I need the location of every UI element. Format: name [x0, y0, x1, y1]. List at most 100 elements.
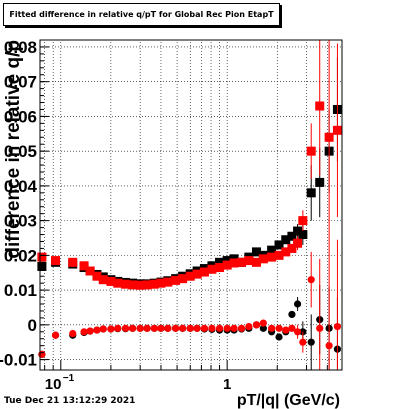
- data-point-square: [149, 279, 159, 289]
- data-point-square: [215, 263, 225, 273]
- data-point-circle: [157, 324, 165, 332]
- data-point-square: [113, 278, 123, 288]
- data-point-circle: [38, 350, 46, 358]
- data-point-circle: [316, 324, 324, 332]
- data-point-square: [281, 247, 291, 257]
- data-point-circle: [121, 324, 130, 332]
- x-axis-label: pT/|q| (GeV/c): [237, 392, 340, 409]
- data-point-square: [324, 132, 334, 142]
- data-point-circle: [86, 327, 94, 335]
- y-tick-label: 0.04: [4, 177, 38, 196]
- data-point-square: [199, 267, 209, 277]
- data-point-circle: [99, 325, 107, 333]
- data-point-circle: [93, 326, 101, 334]
- data-point-circle: [268, 324, 276, 332]
- data-point-square: [121, 279, 131, 289]
- data-point-square: [185, 271, 195, 281]
- data-point-square: [251, 247, 261, 257]
- y-tick-label: 0.08: [4, 38, 37, 57]
- data-point-square: [237, 257, 247, 267]
- data-point-square: [192, 269, 202, 279]
- data-point-square: [293, 226, 303, 236]
- data-point-square: [85, 266, 95, 276]
- data-point-circle: [136, 324, 144, 332]
- axes: 10 −1 1 -0.01 0 0.01 0.02 0.03 0.04 0.05 0.06 0.07 0…: [0, 38, 328, 393]
- data-point-circle: [172, 324, 180, 332]
- data-point-square: [315, 177, 325, 187]
- data-point-square: [332, 125, 342, 135]
- data-point-circle: [128, 324, 137, 332]
- chart-title: Fitted difference in relative q/pT for G…: [3, 3, 280, 26]
- data-point-circle: [80, 328, 88, 336]
- data-point-circle: [230, 324, 238, 332]
- data-point-circle: [215, 324, 224, 332]
- data-point-square: [315, 101, 325, 111]
- grid: [40, 40, 342, 370]
- data-point-square: [267, 245, 277, 255]
- data-point-square: [98, 275, 108, 285]
- data-point-square: [171, 275, 181, 285]
- y-tick-label: 0: [28, 316, 37, 335]
- data-point-square: [267, 252, 277, 262]
- data-point-square: [37, 261, 47, 271]
- data-point-square: [135, 280, 145, 290]
- data-point-square: [258, 254, 268, 264]
- data-point-circle: [293, 328, 302, 336]
- data-point-square: [222, 256, 232, 266]
- data-point-square: [229, 258, 239, 268]
- y-tick-label: 0.02: [4, 246, 37, 265]
- data-point-circle: [179, 324, 187, 332]
- data-point-circle: [288, 310, 296, 319]
- data-point-circle: [259, 319, 267, 327]
- data-point-square: [106, 276, 116, 286]
- data-point-circle: [293, 300, 302, 308]
- data-point-square: [51, 256, 61, 266]
- data-point-circle: [325, 342, 333, 350]
- data-point-circle: [333, 322, 342, 331]
- data-point-square: [306, 188, 316, 198]
- data-point-square: [287, 243, 297, 253]
- data-point-square: [207, 264, 217, 274]
- data-marks: [37, 40, 342, 370]
- data-point-circle: [69, 329, 77, 338]
- data-point-square: [274, 250, 284, 260]
- data-point-circle: [237, 324, 246, 332]
- data-point-circle: [208, 324, 216, 332]
- y-tick-label: 0.07: [4, 73, 37, 92]
- data-point-square: [163, 277, 173, 287]
- data-point-circle: [193, 324, 201, 332]
- data-point-circle: [259, 324, 267, 332]
- data-point-circle: [186, 324, 194, 332]
- data-point-circle: [223, 324, 231, 332]
- data-point-circle: [51, 331, 60, 339]
- data-point-circle: [275, 333, 283, 341]
- data-point-circle: [307, 338, 315, 346]
- x-tick-label-exponent: −1: [63, 373, 75, 384]
- data-point-circle: [143, 324, 151, 332]
- y-tick-label: 0.06: [4, 107, 37, 126]
- data-point-circle: [107, 325, 115, 333]
- data-point-square: [251, 257, 261, 267]
- y-tick-label: -0.01: [0, 351, 37, 370]
- timestamp: Tue Dec 21 13:12:29 2021: [4, 396, 136, 406]
- data-point-square: [37, 252, 47, 262]
- data-point-square: [298, 230, 308, 240]
- data-point-square: [156, 278, 166, 288]
- data-point-circle: [164, 324, 172, 332]
- data-point-square: [178, 274, 188, 284]
- data-point-square: [142, 280, 152, 290]
- data-point-square: [128, 280, 138, 290]
- data-point-circle: [307, 276, 315, 284]
- plot-frame: [39, 39, 343, 371]
- data-point-square: [306, 146, 316, 156]
- data-point-square: [298, 216, 308, 226]
- data-point-circle: [200, 324, 209, 332]
- data-point-square: [68, 257, 78, 267]
- data-point-circle: [252, 321, 261, 329]
- data-point-square: [281, 235, 291, 245]
- data-point-square: [215, 257, 225, 267]
- x-tick-label: 1: [223, 376, 231, 393]
- data-point-circle: [275, 324, 283, 332]
- data-point-circle: [282, 326, 290, 334]
